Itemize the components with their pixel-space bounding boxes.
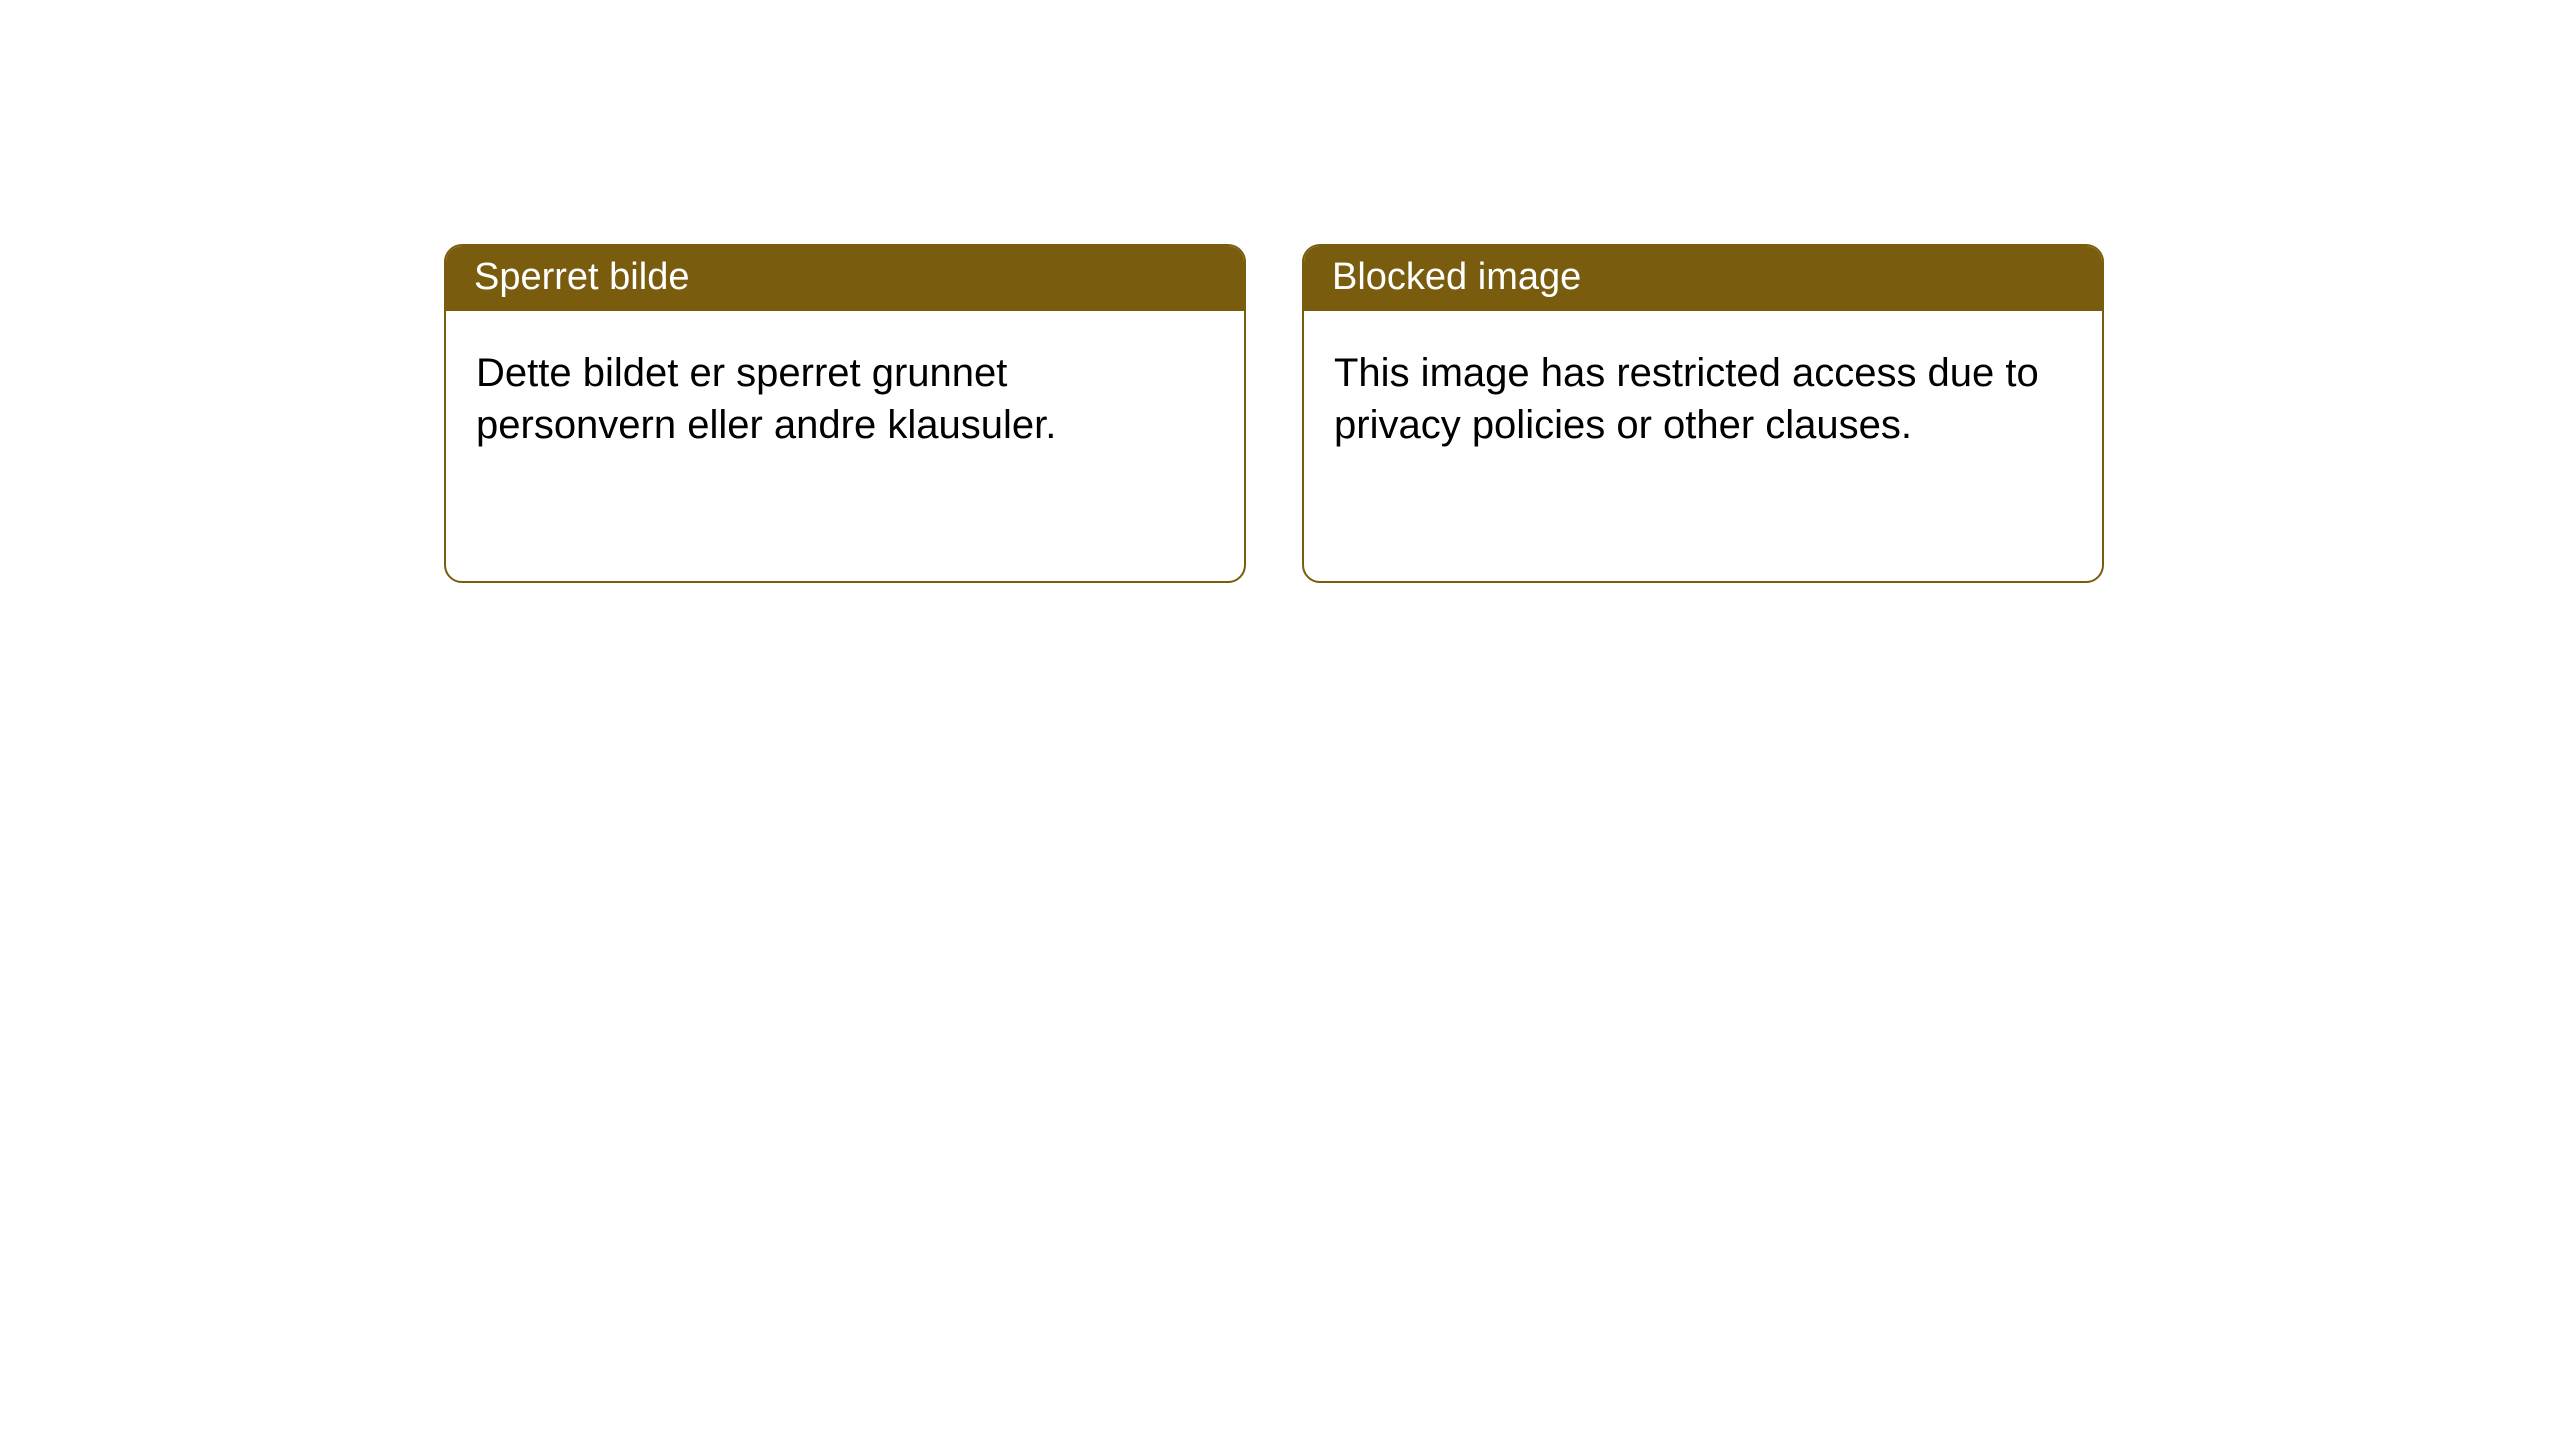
notice-card-no: Sperret bilde Dette bildet er sperret gr… (444, 244, 1246, 583)
notice-body-no: Dette bildet er sperret grunnet personve… (446, 311, 1244, 581)
notice-body-en: This image has restricted access due to … (1304, 311, 2102, 581)
notice-title-en: Blocked image (1304, 246, 2102, 311)
notice-title-no: Sperret bilde (446, 246, 1244, 311)
notice-container: Sperret bilde Dette bildet er sperret gr… (0, 0, 2560, 583)
notice-card-en: Blocked image This image has restricted … (1302, 244, 2104, 583)
